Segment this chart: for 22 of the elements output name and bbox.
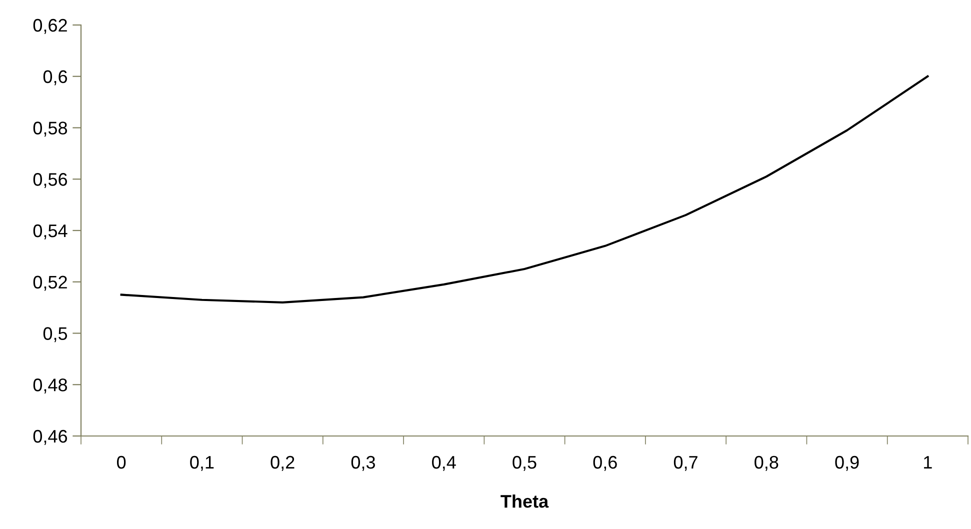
x-tick-label: 0,9 [835,456,859,471]
y-tick-label: 0,6 [43,70,68,86]
x-tick-label: 0,7 [674,456,698,471]
y-tick-label: 0,46 [33,430,68,445]
x-tick-label: 0 [117,456,126,469]
y-tick-label: 0,5 [43,327,68,342]
x-axis-title: Theta [500,494,549,508]
x-tick-label: 0,8 [754,456,778,471]
y-tick-label: 0,56 [33,173,68,188]
x-tick-label: 0,2 [270,456,294,471]
y-tick-label: 0,54 [33,224,68,240]
x-tick-label: 1 [924,456,932,469]
line-series [120,75,929,304]
y-tick-label: 0,58 [33,122,68,137]
x-tick-label: 0,6 [593,456,617,471]
y-tick-label: 0,48 [33,378,68,394]
y-tick-label: 0,52 [33,276,67,291]
x-tick-label: 0,3 [351,456,375,471]
y-tick-label: 0,62 [33,18,67,34]
x-tick-label: 0,5 [512,456,536,471]
x-tick-label: 0,1 [190,456,214,471]
x-tick-label: 0,4 [432,456,456,471]
